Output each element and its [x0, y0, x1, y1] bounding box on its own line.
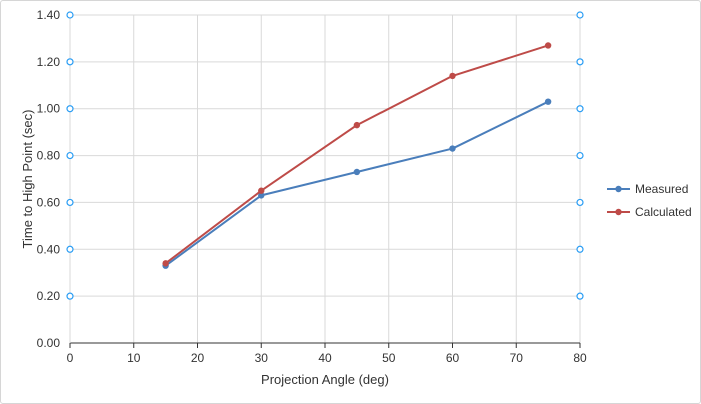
- left-resize-handle[interactable]: [66, 198, 74, 207]
- y-tick-label: 0.60: [37, 195, 61, 209]
- data-point: [449, 145, 456, 152]
- left-resize-handle[interactable]: [66, 292, 74, 300]
- legend-label: Measured: [635, 182, 688, 196]
- right-resize-handle[interactable]: [576, 292, 584, 300]
- x-tick-label: 40: [318, 351, 332, 365]
- legend-item-calculated: Calculated: [607, 205, 692, 219]
- legend-item-measured: Measured: [607, 182, 688, 196]
- right-resize-handle[interactable]: [576, 151, 584, 160]
- y-tick-labels: 0.00 0.20 0.40 0.60 0.80 1.00 1.20 1.40: [37, 8, 61, 350]
- series-line: [165, 44, 549, 265]
- x-tick-label: 60: [446, 351, 460, 365]
- series-measured: [162, 98, 552, 269]
- x-tick-label: 10: [127, 351, 141, 365]
- x-axis-title: Projection Angle (deg): [261, 372, 389, 387]
- y-tick-label: 0.40: [37, 242, 61, 256]
- data-point: [353, 168, 361, 176]
- legend-label: Calculated: [635, 205, 692, 219]
- legend-swatch-marker: [615, 208, 622, 216]
- x-tick-label: 30: [255, 351, 269, 365]
- data-point: [544, 98, 552, 105]
- grid-lines: [70, 14, 581, 343]
- data-point: [162, 260, 169, 267]
- data-point: [449, 72, 456, 80]
- y-axis-title: Time to High Point (sec): [20, 110, 35, 249]
- left-resize-handle[interactable]: [66, 58, 74, 66]
- left-resize-handle[interactable]: [66, 11, 74, 19]
- x-tick-label: 70: [510, 351, 524, 365]
- right-resize-handle[interactable]: [576, 245, 584, 253]
- series-group: [162, 42, 552, 269]
- right-resize-handle[interactable]: [576, 58, 584, 66]
- x-tick-label: 0: [67, 351, 74, 365]
- y-tick-label: 1.40: [37, 8, 61, 22]
- y-tick-label: 0.20: [37, 289, 61, 303]
- legend: Measured Calculated: [607, 182, 692, 219]
- data-point: [258, 192, 265, 199]
- y-tick-label: 0.80: [37, 149, 61, 163]
- y-tick-label: 1.00: [37, 102, 61, 116]
- left-resize-handle[interactable]: [66, 151, 74, 160]
- left-resize-handle[interactable]: [66, 105, 74, 113]
- y-tick-label: 1.20: [37, 55, 61, 69]
- data-point: [544, 42, 552, 49]
- x-tick-label: 50: [382, 351, 396, 365]
- x-tick-label: 20: [191, 351, 205, 365]
- x-tick-label: 80: [573, 351, 587, 365]
- data-point: [353, 121, 361, 129]
- right-resize-handle[interactable]: [576, 105, 584, 113]
- x-tick-labels: 0 10 20 30 40 50 60 70 80: [67, 351, 587, 365]
- legend-swatch-marker: [615, 185, 622, 193]
- axes: [69, 15, 581, 348]
- y-tick-label: 0.00: [37, 336, 61, 350]
- right-resize-handle[interactable]: [576, 198, 584, 207]
- resize-handles: [66, 11, 584, 300]
- series-calculated: [162, 42, 552, 267]
- left-resize-handle[interactable]: [66, 245, 74, 253]
- data-point: [258, 187, 265, 194]
- right-resize-handle[interactable]: [576, 11, 584, 19]
